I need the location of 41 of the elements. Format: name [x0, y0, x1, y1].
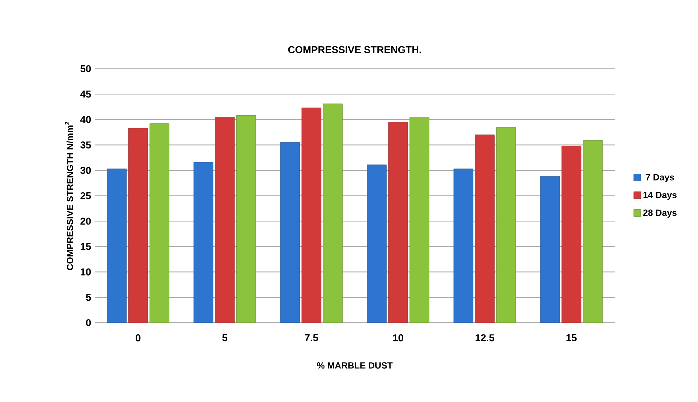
x-tick-label: 15 — [566, 334, 577, 342]
bar — [475, 134, 495, 323]
x-tick-label: 12.5 — [476, 334, 494, 342]
bar — [323, 104, 343, 323]
y-tick-label: 50 — [80, 65, 92, 73]
y-tick-label: 45 — [80, 90, 92, 98]
bar — [128, 128, 148, 323]
y-tick-label: 30 — [80, 167, 92, 174]
x-tick-label: 0 — [136, 334, 141, 342]
y-tick-label: 20 — [80, 218, 92, 225]
y-tick-label: 25 — [80, 192, 92, 200]
legend-label: 28 Days — [644, 210, 677, 218]
bar — [367, 164, 387, 323]
chart-title: COMPRESSIVE STRENGTH. — [288, 46, 422, 54]
bar — [150, 124, 170, 323]
y-tick-label: 40 — [80, 116, 92, 124]
legend-label: 7 Days — [646, 174, 674, 182]
x-tick-label: 7.5 — [305, 334, 318, 342]
bar — [496, 127, 516, 323]
bar — [107, 168, 127, 323]
x-axis-title: % MARBLE DUST — [317, 362, 393, 369]
x-tick-label: 10 — [393, 334, 404, 342]
bar — [540, 176, 560, 323]
bar — [388, 122, 408, 323]
y-tick-label: 10 — [80, 268, 92, 276]
bar — [280, 142, 300, 323]
bar — [410, 117, 430, 323]
y-tick-label: 35 — [80, 142, 92, 149]
y-tick-label: 15 — [80, 243, 92, 250]
bar — [236, 116, 256, 323]
x-tick-label: 5 — [222, 334, 228, 342]
y-tick-label: 0 — [86, 319, 92, 327]
y-axis-title: COMPRESSIVE STRENGTH N/mm$^{2}$ — [65, 122, 74, 270]
legend-label: 14 Days — [644, 192, 677, 200]
bar — [215, 117, 235, 323]
bar — [454, 168, 474, 323]
bar — [562, 146, 582, 323]
bar — [302, 108, 322, 323]
bar — [194, 162, 214, 323]
y-tick-label: 5 — [86, 294, 92, 302]
bar — [583, 140, 603, 323]
